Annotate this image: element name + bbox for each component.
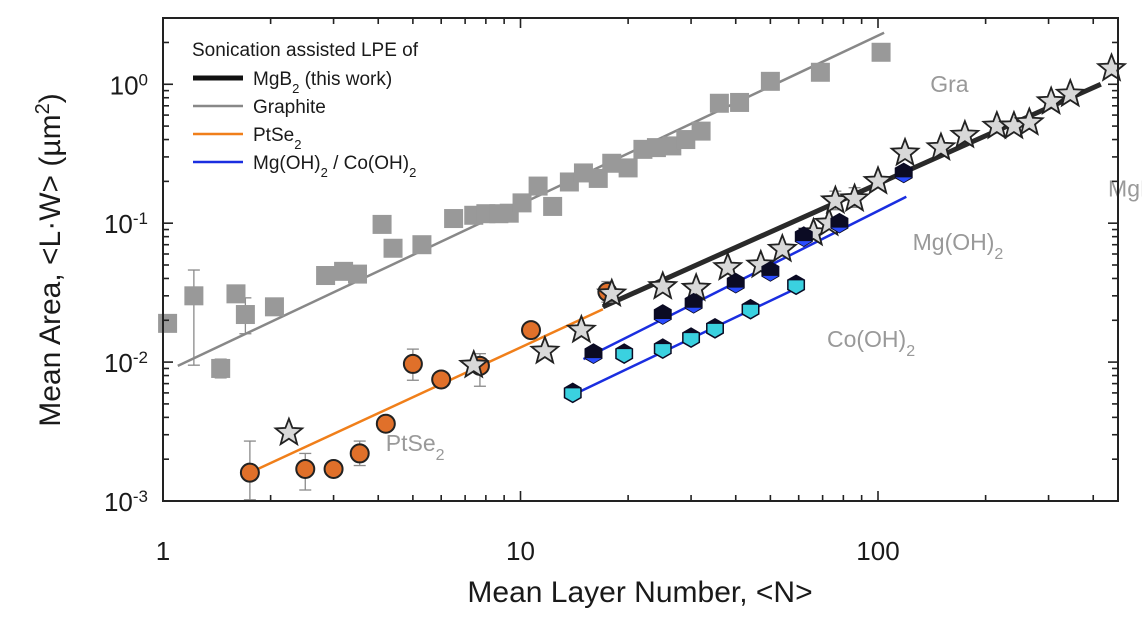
point-mgb2 bbox=[925, 131, 957, 161]
point-cap-co-oh-2 bbox=[564, 383, 581, 389]
x-axis-title: Mean Layer Number, <N> bbox=[467, 576, 812, 609]
point-mgb2 bbox=[680, 271, 712, 302]
annotation-co-oh-2: Co(OH)2 bbox=[827, 326, 915, 360]
point-graphite bbox=[158, 313, 178, 333]
data-points bbox=[158, 42, 1128, 483]
point-cap-mg-oh-2 bbox=[685, 307, 702, 313]
point-graphite bbox=[412, 235, 432, 255]
point-graphite bbox=[444, 209, 464, 229]
y-tick-label: 10-3 bbox=[104, 487, 148, 518]
point-graphite bbox=[646, 138, 666, 158]
point-cap-co-oh-2 bbox=[787, 275, 805, 281]
point-cap-mg-oh-2 bbox=[831, 227, 848, 233]
x-tick-label: 1 bbox=[156, 536, 170, 566]
annotation-gra: Gra bbox=[930, 71, 969, 97]
axis-ticks: 1 10 100 10-3 10-2 10-1 100 bbox=[104, 17, 1118, 566]
point-graphite bbox=[528, 176, 548, 196]
legend-entry-graphite-label: Graphite bbox=[253, 97, 326, 118]
point-mgb2 bbox=[529, 334, 561, 365]
point-graphite bbox=[676, 130, 696, 150]
point-graphite bbox=[211, 358, 231, 378]
point-graphite bbox=[871, 42, 891, 62]
point-mgb2 bbox=[1095, 51, 1128, 82]
point-cap-mg-oh-2 bbox=[795, 241, 812, 247]
annotations: Gra MgB2 Mg(OH)2 Co(OH)2 PtSe2 bbox=[386, 71, 1142, 463]
y-tick-label: 10-2 bbox=[104, 348, 148, 379]
point-mgb2 bbox=[565, 313, 598, 344]
point-ptse2 bbox=[402, 353, 423, 374]
legend: Sonication assisted LPE of MgB2 (this wor… bbox=[192, 40, 419, 180]
point-ptse2 bbox=[239, 462, 260, 483]
point-graphite bbox=[348, 264, 368, 284]
point-graphite bbox=[264, 297, 284, 317]
point-ptse2 bbox=[431, 369, 452, 390]
point-graphite bbox=[226, 284, 246, 304]
x-tick-label: 10 bbox=[506, 536, 535, 566]
point-graphite bbox=[372, 214, 392, 234]
point-graphite bbox=[810, 62, 830, 82]
point-ptse2 bbox=[375, 413, 396, 434]
point-graphite bbox=[512, 193, 532, 213]
point-graphite bbox=[618, 158, 638, 178]
point-graphite bbox=[184, 286, 204, 306]
point-graphite bbox=[316, 266, 336, 286]
point-graphite bbox=[543, 196, 563, 216]
point-mgb2 bbox=[889, 136, 921, 167]
point-cap-mg-oh-2 bbox=[762, 275, 779, 281]
point-ptse2 bbox=[295, 458, 316, 479]
point-graphite bbox=[709, 93, 729, 113]
annotation-mgb2: MgB2 bbox=[1108, 176, 1142, 210]
point-mgb2 bbox=[1013, 106, 1046, 136]
point-mgb2 bbox=[949, 118, 981, 149]
point-mgb2 bbox=[766, 232, 799, 263]
point-graphite bbox=[588, 168, 608, 188]
point-mgb2 bbox=[596, 277, 628, 308]
point-mgb2 bbox=[1035, 85, 1067, 115]
point-cap-co-oh-2 bbox=[706, 318, 724, 324]
point-mgb2 bbox=[458, 348, 490, 379]
point-graphite bbox=[383, 238, 403, 258]
point-graphite bbox=[235, 305, 255, 325]
annotation-mg-oh-2: Mg(OH)2 bbox=[913, 229, 1004, 262]
legend-title: Sonication assisted LPE of bbox=[192, 40, 419, 61]
point-ptse2 bbox=[521, 320, 542, 341]
legend-entry-mg-oh-2-label: Mg(OH)2 / Co(OH)2 bbox=[253, 153, 416, 180]
point-mgb2 bbox=[647, 270, 679, 300]
point-mgb2 bbox=[862, 164, 894, 195]
y-tick-label: 10-1 bbox=[104, 209, 148, 240]
point-graphite bbox=[691, 121, 711, 141]
point-cap-co-oh-2 bbox=[742, 299, 759, 305]
point-cap-co-oh-2 bbox=[654, 339, 671, 345]
point-cap-co-oh-2 bbox=[615, 344, 633, 350]
legend-entry-ptse2-label: PtSe2 bbox=[253, 125, 301, 152]
point-mgb2 bbox=[712, 250, 744, 281]
point-cap-mg-oh-2 bbox=[585, 358, 602, 364]
point-mgb2 bbox=[273, 416, 305, 447]
point-mgb2 bbox=[838, 182, 871, 213]
point-cap-mg-oh-2 bbox=[895, 177, 912, 183]
point-graphite bbox=[602, 153, 622, 173]
point-mgb2 bbox=[1054, 77, 1086, 108]
point-graphite bbox=[760, 71, 780, 91]
point-graphite bbox=[573, 163, 593, 183]
point-cap-mg-oh-2 bbox=[727, 287, 744, 293]
point-ptse2 bbox=[323, 458, 344, 479]
point-cap-mg-oh-2 bbox=[654, 319, 671, 325]
y-tick-label: 100 bbox=[110, 70, 148, 101]
fit-line-ptse2 bbox=[249, 308, 604, 474]
y-axis-title: Mean Area, <L·W> (µm2) bbox=[32, 93, 67, 427]
fit-line-mg-oh-2 bbox=[582, 195, 907, 361]
plot-frame bbox=[162, 17, 1119, 502]
point-cap-co-oh-2 bbox=[682, 328, 700, 334]
legend-entry-mgb2-label: MgB2 (this work) bbox=[253, 69, 392, 96]
point-graphite bbox=[730, 92, 750, 112]
annotation-ptse2: PtSe2 bbox=[386, 430, 445, 464]
point-ptse2 bbox=[349, 443, 370, 464]
point-mgb2 bbox=[745, 248, 777, 279]
x-tick-label: 100 bbox=[856, 536, 899, 566]
